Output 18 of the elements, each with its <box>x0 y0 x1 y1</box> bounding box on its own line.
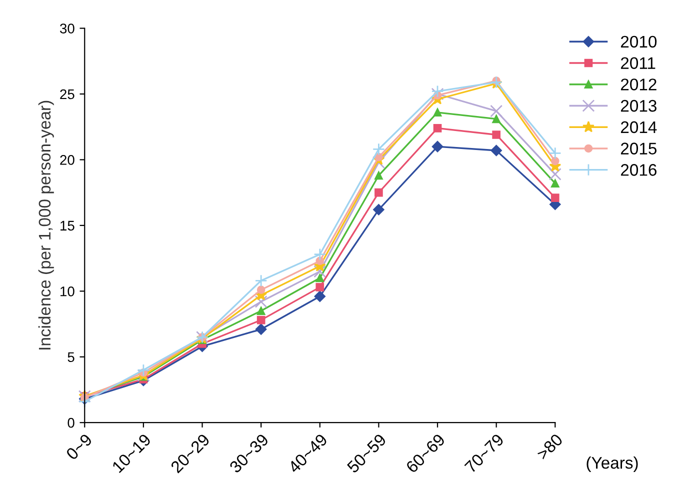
y-axis-title: Incidence (per 1,000 person-year) <box>38 100 54 350</box>
y-tick-label: 30 <box>60 24 74 34</box>
legend-label: 2012 <box>620 78 656 90</box>
y-tick-label: 0 <box>68 418 74 428</box>
legend-label: 2013 <box>620 100 656 112</box>
x-tick-label: >80 <box>536 433 564 460</box>
y-tick-label: 5 <box>68 352 74 362</box>
y-tick-label: 15 <box>60 220 74 231</box>
x-tick-label: 0~9 <box>65 433 93 460</box>
legend-label: 2014 <box>620 121 657 134</box>
legend-label: 2016 <box>620 164 656 176</box>
legend-label: 2010 <box>620 36 657 48</box>
y-tick-label: 25 <box>60 89 74 100</box>
y-tick-label: 10 <box>60 286 74 296</box>
y-tick-label: 20 <box>60 155 74 165</box>
legend-label: 2011 <box>620 57 656 69</box>
x-axis-title: (Years) <box>586 456 638 472</box>
legend-label: 2015 <box>620 142 657 154</box>
